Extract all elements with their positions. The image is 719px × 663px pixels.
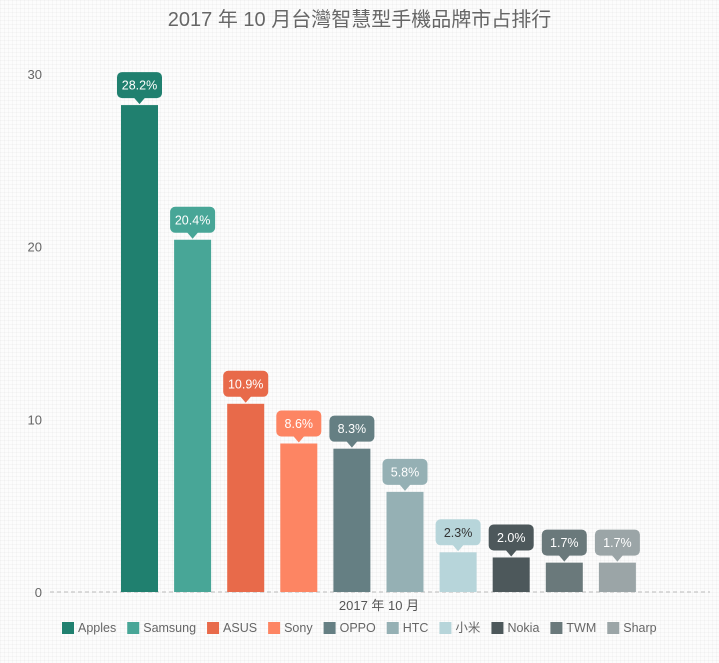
data-label-text: 10.9% [228,377,263,391]
legend-label: ASUS [223,621,257,635]
legend-item-4[interactable]: Sony [268,621,313,635]
legend-item-10[interactable]: Sharp [607,621,657,635]
bar-6 [386,491,424,592]
data-label-pointer [399,483,411,491]
y-axis: 0 10 20 30 [28,67,42,600]
bar-series-group [121,105,636,592]
legend-swatch [207,622,220,634]
data-label-text: 20.4% [175,213,210,227]
legend-label: Sharp [623,621,656,635]
data-label-bubble [170,206,216,233]
legend-label: OPPO [340,621,376,635]
data-label-text: 1.7% [550,536,579,550]
data-label-group: 28.2% 20.4% 10.9% 8.6% 8.3% 5.8% 2.3% 2.0% 1.7% 1… [117,72,640,562]
bar-10 [598,562,636,592]
data-label-3: 10.9% [223,370,269,403]
legend-swatch [386,622,399,634]
data-label-8: 2.0% [488,524,534,557]
legend-label: Nokia [507,621,539,635]
data-label-pointer [292,435,305,443]
bar-4 [280,443,318,592]
bar-9 [545,562,583,592]
bar-5 [333,448,371,592]
data-label-pointer [558,554,571,562]
data-label-text: 8.3% [338,422,367,436]
data-label-pointer [611,554,624,562]
data-label-bubble [488,524,534,551]
legend-swatch [550,622,563,634]
legend-item-6[interactable]: HTC [386,621,429,635]
bar-1 [121,105,158,592]
data-label-bubble [594,529,640,556]
legend-label: HTC [403,621,429,635]
data-label-bubble [435,519,481,546]
data-label-pointer [133,97,146,105]
bar-7 [439,552,477,592]
data-label-bubble [329,415,375,442]
data-label-bubble [117,72,162,99]
legend-item-9[interactable]: TWM [550,621,596,635]
legend-swatch [491,622,504,634]
legend-item-3[interactable]: ASUS [207,621,257,635]
data-label-6: 5.8% [382,458,428,491]
legend-label: Apples [78,621,116,635]
data-label-bubble [382,458,428,485]
x-category-label: 2017 年 10 月 [339,598,419,613]
data-label-text: 28.2% [122,79,157,93]
data-label-text: 1.7% [603,536,632,550]
y-tick-label: 30 [28,67,42,82]
data-label-text: 2.3% [444,526,473,540]
legend-label: Samsung [143,621,196,635]
data-label-pointer [452,544,465,552]
legend-swatch [62,622,74,634]
bar-2 [174,239,212,592]
legend-swatch [268,622,281,634]
chart-title: 2017 年 10 月台灣智慧型手機品牌市占排行 [168,8,551,31]
legend-swatch [323,622,336,634]
data-label-5: 8.3% [329,415,375,448]
legend-item-8[interactable]: Nokia [491,621,539,635]
data-label-pointer [239,395,252,403]
data-label-text: 8.6% [285,417,314,431]
legend-item-1[interactable]: Apples [62,621,116,635]
legend-label: 小米 [455,621,481,635]
legend-swatch [439,622,452,634]
legend-label: Sony [284,621,313,635]
data-label-9: 1.7% [541,529,587,562]
data-label-bubble [541,529,587,556]
legend-swatch [607,622,620,634]
y-tick-label: 10 [28,412,42,427]
legend-label: TWM [566,621,596,635]
data-label-pointer [505,549,518,557]
data-label-10: 1.7% [594,529,640,562]
legend: Apples Samsung ASUS Sony OPPO HTC 小米 Nokia TWM Sh… [62,621,657,635]
y-tick-label: 20 [28,240,42,255]
y-tick-label: 0 [35,585,42,600]
data-label-4: 8.6% [276,410,322,443]
data-label-2: 20.4% [170,206,216,239]
bar-8 [492,557,530,592]
data-label-bubble [276,410,322,437]
legend-item-2[interactable]: Samsung [127,621,196,635]
data-label-7: 2.3% [435,519,481,552]
legend-item-5[interactable]: OPPO [323,621,376,635]
data-label-pointer [345,440,358,448]
data-label-pointer [186,231,199,239]
data-label-text: 5.8% [391,465,420,479]
data-label-1: 28.2% [117,72,162,105]
legend-item-7[interactable]: 小米 [439,621,481,635]
bar-3 [227,403,265,592]
legend-swatch [127,622,140,634]
data-label-text: 2.0% [497,531,526,545]
data-label-bubble [223,370,269,397]
